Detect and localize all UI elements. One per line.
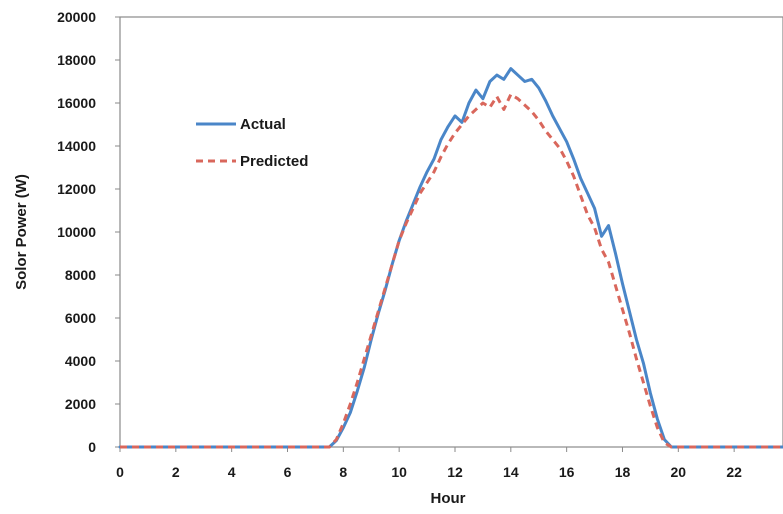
x-tick-label: 10 <box>391 464 407 480</box>
y-tick-label: 10000 <box>57 224 96 240</box>
y-tick-label: 14000 <box>57 138 96 154</box>
x-tick-label: 8 <box>339 464 347 480</box>
series-line-predicted <box>120 92 783 449</box>
x-tick-label: 4 <box>228 464 236 480</box>
y-tick-label: 12000 <box>57 181 96 197</box>
y-tick-label: 18000 <box>57 52 96 68</box>
x-tick-label: 2 <box>172 464 180 480</box>
x-tick-label: 0 <box>116 464 124 480</box>
y-tick-label: 6000 <box>65 310 96 326</box>
legend-label-predicted: Predicted <box>240 153 308 170</box>
y-tick-label: 20000 <box>57 9 96 25</box>
x-tick-label: 16 <box>559 464 575 480</box>
x-tick-label: 20 <box>671 464 687 480</box>
x-tick-label: 14 <box>503 464 519 480</box>
y-tick-label: 16000 <box>57 95 96 111</box>
x-tick-label: 6 <box>284 464 292 480</box>
x-axis-title: Hour <box>431 490 466 507</box>
y-axis-title: Solor Power (W) <box>13 174 30 290</box>
y-tick-label: 8000 <box>65 267 96 283</box>
y-tick-label: 2000 <box>65 396 96 412</box>
x-tick-label: 22 <box>726 464 742 480</box>
x-tick-label: 12 <box>447 464 463 480</box>
y-tick-label: 0 <box>88 439 96 455</box>
y-tick-label: 4000 <box>65 353 96 369</box>
legend: Actual Predicted <box>196 116 308 170</box>
series-lines <box>118 67 783 449</box>
x-tick-label: 18 <box>615 464 631 480</box>
x-axis-ticks: 0 2 4 6 8 10 12 14 16 18 20 22 <box>116 447 742 480</box>
y-axis-ticks: 0 2000 4000 6000 8000 10000 12000 14000 16000 180… <box>57 9 120 455</box>
plot-frame <box>119 16 783 448</box>
plot-border <box>119 16 783 448</box>
legend-label-actual: Actual <box>240 116 286 133</box>
